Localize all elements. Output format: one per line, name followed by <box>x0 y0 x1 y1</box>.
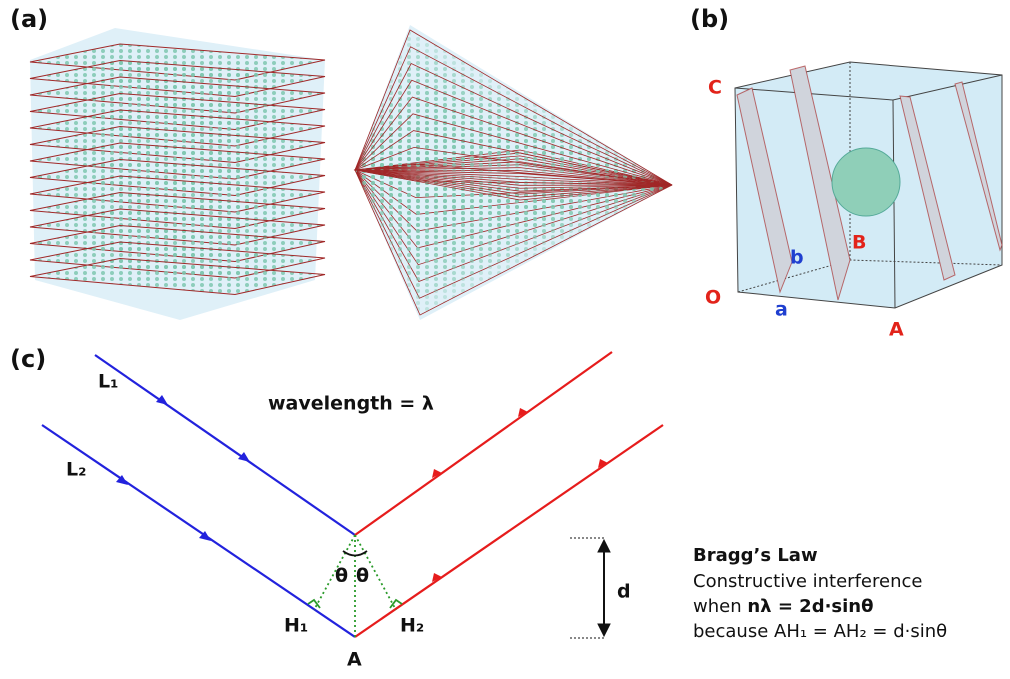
panel-label: (a) <box>10 5 48 33</box>
cube <box>735 62 1002 308</box>
law-title: Bragg’s Law <box>693 545 818 566</box>
panel-label: (b) <box>690 5 729 33</box>
vertex-label: a <box>775 299 788 321</box>
construction <box>308 535 402 637</box>
law-text: when nλ = 2d·sinθ <box>693 596 874 617</box>
wavelength: wavelength = λ <box>268 393 434 415</box>
law-text: Constructive interference <box>693 571 922 592</box>
angle: θ <box>356 565 369 587</box>
ray-label: L₂ <box>66 459 86 481</box>
vertex-label: B <box>852 232 866 254</box>
angle: θ <box>335 565 348 587</box>
ray-label: L₁ <box>98 371 118 393</box>
figure: (a) (b) C O a b B A (c) L₁ L₂ wavelength… <box>0 0 1010 675</box>
plane-stack-left <box>30 28 325 320</box>
law-text: because AH₁ = AH₂ = d·sinθ <box>693 621 947 642</box>
vertex-label: O <box>705 287 721 309</box>
foot-label: H₂ <box>400 615 424 637</box>
foot-label: H₁ <box>284 615 308 637</box>
spacing-label: d <box>617 581 631 603</box>
vertex-label: C <box>708 77 722 99</box>
vertex-label: A <box>889 319 904 341</box>
panel-label: (c) <box>10 345 46 373</box>
spacing-arrow <box>570 538 610 638</box>
vertex-label: b <box>790 247 804 269</box>
plane-stack-right <box>355 25 672 320</box>
origin-label: A <box>347 649 362 671</box>
